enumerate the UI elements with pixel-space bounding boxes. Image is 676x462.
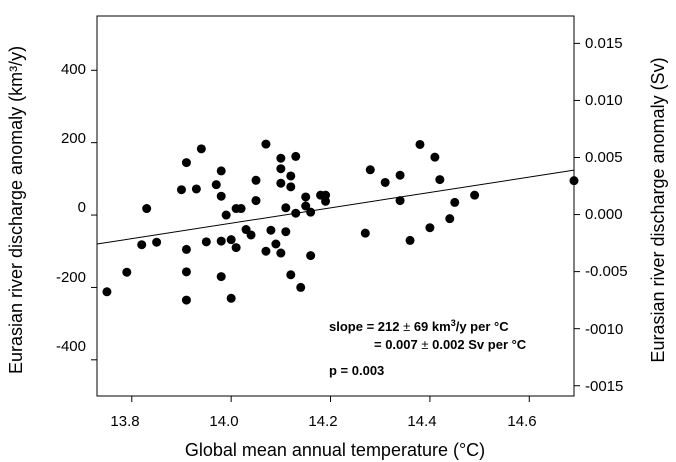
x-tick-label: 13.8 (110, 413, 139, 430)
data-point (236, 204, 246, 214)
data-point (301, 201, 311, 211)
data-point (216, 272, 226, 282)
data-point (291, 151, 301, 161)
data-point (276, 164, 286, 174)
data-point (286, 171, 296, 181)
data-point (281, 227, 291, 237)
x-axis-title: Global mean annual temperature (°C) (185, 440, 485, 460)
data-point (201, 237, 211, 247)
x-tick-label: 14.4 (407, 413, 436, 430)
slope-annotation: slope = 212 ± 69 km3/y per °C (329, 318, 509, 334)
data-point (176, 185, 186, 195)
data-point (181, 244, 191, 254)
y-tick-label-left: 0 (78, 199, 86, 216)
data-point (395, 196, 405, 206)
data-point (445, 214, 455, 224)
data-point (191, 184, 201, 194)
data-point (216, 166, 226, 176)
y-tick-label-right: 0.000 (585, 206, 623, 223)
regression-line (96, 169, 575, 245)
data-point (286, 182, 296, 192)
x-tick-label: 14.0 (209, 413, 238, 430)
data-point (301, 192, 311, 202)
data-point (226, 235, 236, 245)
data-point (122, 267, 132, 277)
data-point (231, 243, 241, 253)
data-point (306, 251, 316, 261)
data-point (226, 293, 236, 303)
data-point (196, 144, 206, 154)
data-point (251, 175, 261, 185)
x-tick-label: 14.6 (507, 413, 536, 430)
data-point (430, 152, 440, 162)
x-axis: 13.8 14.0 14.2 14.4 14.6 Global mean ann… (110, 413, 536, 460)
data-point (321, 190, 331, 200)
data-point (102, 287, 112, 297)
stats-annotation: slope = 212 ± 69 km3/y per °C = 0.007 ± … (329, 318, 527, 378)
data-point (281, 203, 291, 213)
data-point (271, 239, 281, 249)
data-point (181, 295, 191, 305)
sv-slope-annotation: = 0.007 ± 0.002 Sv per °C (374, 337, 527, 352)
axis-ticks (91, 42, 580, 402)
y-tick-label-left: 400 (61, 61, 86, 78)
data-point (286, 270, 296, 280)
data-point (251, 196, 261, 206)
data-point (291, 208, 301, 218)
data-point (470, 190, 480, 200)
data-point (321, 196, 331, 206)
data-point (142, 204, 152, 214)
data-point (181, 158, 191, 168)
y-tick-label-left: -200 (56, 269, 86, 286)
data-point (296, 282, 306, 292)
data-point (395, 170, 405, 180)
y-tick-label-right: -0015 (585, 378, 623, 395)
data-point (306, 207, 316, 217)
x-tick-label: 14.2 (308, 413, 337, 430)
data-point (276, 178, 286, 188)
data-point (216, 236, 226, 246)
y-tick-label-right: 0.015 (585, 35, 623, 52)
plot-frame (96, 15, 575, 397)
data-point (211, 180, 221, 190)
data-point (216, 191, 226, 201)
data-point (569, 176, 579, 186)
data-points (102, 139, 579, 305)
y-axis-right: 0.015 0.010 0.005 0.000 -0.005 -0010 -00… (585, 35, 668, 395)
y-tick-label-right: 0.005 (585, 149, 623, 166)
data-point (152, 237, 162, 247)
data-point (365, 165, 375, 175)
data-point (360, 228, 370, 238)
data-point (450, 197, 460, 207)
y-tick-label-left: -400 (56, 338, 86, 355)
data-point (415, 139, 425, 149)
data-point (435, 175, 445, 185)
data-point (276, 248, 286, 258)
data-point (425, 223, 435, 233)
data-point (266, 225, 276, 235)
y-tick-label-right: 0.010 (585, 92, 623, 109)
y-axis-left: -400 -200 0 200 400 Eurasian river disch… (6, 46, 86, 374)
data-point (405, 235, 415, 245)
data-point (221, 210, 231, 220)
data-point (261, 246, 271, 256)
data-point (137, 240, 147, 250)
data-point (181, 267, 191, 277)
y-tick-label-right: -0.005 (585, 263, 628, 280)
data-point (246, 230, 256, 240)
y-tick-label-left: 200 (61, 130, 86, 147)
y-axis-title-right: Eurasian river discharge anomaly (Sv) (648, 57, 668, 362)
data-point (380, 177, 390, 187)
y-tick-label-right: -0010 (585, 321, 623, 338)
data-point (276, 153, 286, 163)
p-value-annotation: p = 0.003 (329, 363, 384, 378)
y-axis-title-left: Eurasian river discharge anomaly (km³/y) (6, 46, 26, 374)
data-point (261, 139, 271, 149)
